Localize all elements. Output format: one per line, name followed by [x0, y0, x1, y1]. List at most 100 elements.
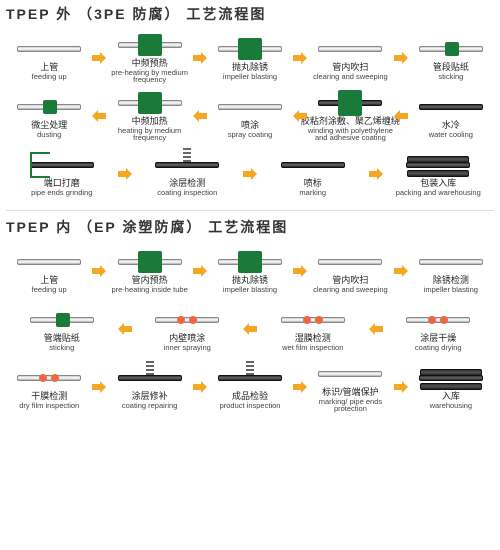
step-icon — [17, 249, 81, 275]
step-label-en: inner spraying — [164, 344, 211, 352]
step-label-en: dusting — [37, 131, 61, 139]
step-icon — [218, 94, 282, 120]
process-step: 管内预热pre-heating inside tube — [106, 249, 192, 294]
step-icon — [118, 365, 182, 391]
step-icon — [318, 90, 382, 116]
step-label-en: clearing and sweeping — [313, 73, 388, 81]
step-label-en: coating repairing — [122, 402, 177, 410]
flow-row: 管端贴纸sticking内壁喷涂inner spraying湿膜检测wet fi… — [6, 301, 494, 357]
step-icon — [218, 36, 282, 62]
step-icon — [218, 249, 282, 275]
flow-arrow-icon — [243, 323, 257, 335]
step-icon — [17, 36, 81, 62]
step-label-en: sticking — [438, 73, 463, 81]
flow-arrow-icon — [193, 381, 207, 393]
process-step: 中频预热pre-heating by medium frequency — [106, 32, 192, 85]
process-step: 包装入库packing and warehousing — [383, 152, 495, 197]
step-icon — [218, 365, 282, 391]
step-label-en: pre-heating by medium frequency — [106, 69, 192, 85]
step-label-en: pipe ends grinding — [31, 189, 92, 197]
flow-row: 微尘处理dusting 中频加热heating by medium frequen… — [6, 88, 494, 144]
process-step: 抛丸除锈impeller blasting — [207, 36, 293, 81]
step-label-en: water cooling — [429, 131, 473, 139]
section-2-title: TPEP 内 （EP 涂塑防腐） 工艺流程图 — [6, 217, 494, 237]
step-icon — [17, 365, 81, 391]
step-icon — [30, 152, 94, 178]
flow-row: 干膜检测dry film inspection涂层修补coating repai… — [6, 359, 494, 415]
step-label-en: spray coating — [228, 131, 273, 139]
flow-arrow-icon — [92, 265, 106, 277]
flow-arrow-icon — [293, 265, 307, 277]
flow-arrow-icon — [193, 110, 207, 122]
step-label-en: wet film inspection — [282, 344, 343, 352]
flow-arrow-icon — [394, 110, 408, 122]
process-step: 上管feeding up — [6, 249, 92, 294]
process-step: 涂层干燥coating drying — [383, 307, 495, 352]
step-label-en: dry film inspection — [19, 402, 79, 410]
flow-arrow-icon — [394, 265, 408, 277]
flow-arrow-icon — [394, 52, 408, 64]
flow-row: 上管feeding up 管内预热pre-heating inside tube 抛… — [6, 243, 494, 299]
flow-arrow-icon — [92, 52, 106, 64]
step-icon — [30, 307, 94, 333]
flow-arrow-icon — [369, 168, 383, 180]
step-icon — [318, 361, 382, 387]
process-step: 涂层检测coating inspection — [132, 152, 244, 197]
flow-row: 上管feeding up中频预热pre-heating by medium fr… — [6, 30, 494, 86]
step-label-en: clearing and sweeping — [313, 286, 388, 294]
step-icon — [281, 307, 345, 333]
section-1: TPEP 外 （3PE 防腐） 工艺流程图 上管feeding up中频预热pr… — [6, 4, 494, 202]
step-label-en: impeller blasting — [223, 286, 277, 294]
step-label-en: warehousing — [430, 402, 473, 410]
step-label-en: impeller blasting — [424, 286, 478, 294]
process-step: 管段贴纸sticking — [408, 36, 494, 81]
flow-arrow-icon — [118, 323, 132, 335]
step-label-en: heating by medium frequency — [106, 127, 192, 143]
step-label-en: pre-heating inside tube — [111, 286, 187, 294]
process-step: 喷涂spray coating — [207, 94, 293, 139]
process-step: 管内吹扫clearing and sweeping — [307, 249, 393, 294]
flow-arrow-icon — [369, 323, 383, 335]
step-icon — [419, 249, 483, 275]
step-label-en: feeding up — [32, 286, 67, 294]
process-step: 管内吹扫clearing and sweeping — [307, 36, 393, 81]
step-icon — [118, 249, 182, 275]
flow-2: 上管feeding up 管内预热pre-heating inside tube 抛… — [6, 243, 494, 415]
flow-arrow-icon — [394, 381, 408, 393]
step-icon — [155, 307, 219, 333]
step-icon — [419, 94, 483, 120]
process-step: 喷标marking — [257, 152, 369, 197]
process-step: 入库warehousing — [408, 365, 494, 410]
step-icon — [419, 36, 483, 62]
section-divider — [6, 210, 494, 211]
flow-arrow-icon — [193, 52, 207, 64]
process-step: 水冷water cooling — [408, 94, 494, 139]
section-2: TPEP 内 （EP 涂塑防腐） 工艺流程图 上管feeding up 管内预热p… — [6, 217, 494, 415]
step-label-en: marking — [299, 189, 326, 197]
step-label-en: marking/ pipe ends protection — [307, 398, 393, 414]
step-icon — [155, 152, 219, 178]
process-step: 抛丸除锈impeller blasting — [207, 249, 293, 294]
process-step: 管端贴纸sticking — [6, 307, 118, 352]
flow-arrow-icon — [243, 168, 257, 180]
flow-arrow-icon — [293, 52, 307, 64]
step-label-en: coating inspection — [157, 189, 217, 197]
step-icon — [318, 249, 382, 275]
flow-arrow-icon — [92, 110, 106, 122]
step-icon — [281, 152, 345, 178]
process-step: 成品检验product inspection — [207, 365, 293, 410]
step-label-en: packing and warehousing — [396, 189, 481, 197]
step-icon — [318, 36, 382, 62]
flow-arrow-icon — [118, 168, 132, 180]
process-step: 中频加热heating by medium frequency — [106, 90, 192, 143]
step-label-en: winding with polyethylene and adhesive c… — [307, 127, 393, 143]
step-label-en: impeller blasting — [223, 73, 277, 81]
flow-arrow-icon — [193, 265, 207, 277]
step-icon — [419, 365, 483, 391]
process-step: 微尘处理dusting — [6, 94, 92, 139]
flow-arrow-icon — [92, 381, 106, 393]
process-step: 干膜检测dry film inspection — [6, 365, 92, 410]
process-step: 湿膜检测wet film inspection — [257, 307, 369, 352]
flow-1: 上管feeding up中频预热pre-heating by medium fr… — [6, 30, 494, 202]
step-icon — [118, 90, 182, 116]
